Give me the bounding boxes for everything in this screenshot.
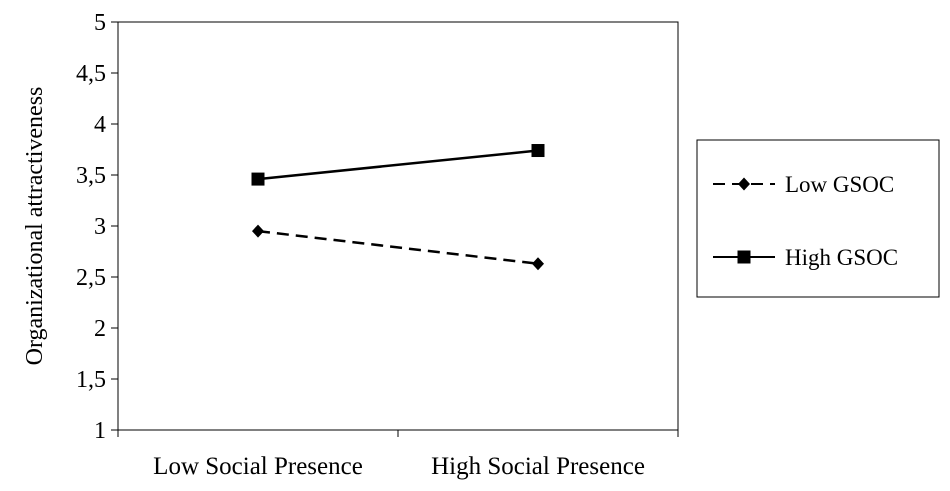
y-tick-label: 1,5 <box>76 367 106 393</box>
data-point <box>532 257 544 271</box>
plot-area <box>117 21 679 431</box>
y-tick-label: 1 <box>94 418 106 444</box>
y-tick-label: 2 <box>94 316 106 342</box>
legend-label: Low GSOC <box>785 172 894 197</box>
y-tick-label: 3 <box>94 214 106 240</box>
series-line <box>257 149 539 181</box>
series-line <box>257 229 539 265</box>
legend-box <box>696 139 940 298</box>
y-axis-title: Organizational attractiveness <box>22 87 48 366</box>
x-category-label: Low Social Presence <box>153 453 363 480</box>
y-tick-label: 3,5 <box>76 163 106 189</box>
legend: Low GSOC High GSOC <box>696 139 940 298</box>
x-category-label: High Social Presence <box>431 453 645 480</box>
y-tick-label: 2,5 <box>76 265 106 291</box>
y-tick-label: 4,5 <box>76 61 106 87</box>
data-point <box>251 172 265 186</box>
series-layer <box>251 144 545 271</box>
legend-marker <box>738 177 750 191</box>
legend-marker <box>737 250 751 264</box>
y-axis: 1 1,5 2 2,5 3 3,5 4 4,5 5 <box>76 10 118 444</box>
legend-item: Low GSOC <box>713 172 894 197</box>
y-tick-label: 5 <box>94 10 106 36</box>
data-point <box>531 144 545 158</box>
y-tick-label: 4 <box>94 112 106 138</box>
legend-item: High GSOC <box>713 245 898 270</box>
series-high-gsoc <box>251 144 545 186</box>
series-low-gsoc <box>252 224 544 271</box>
data-point <box>252 224 264 238</box>
x-axis: Low Social Presence High Social Presence <box>117 430 679 480</box>
legend-label: High GSOC <box>785 245 898 270</box>
